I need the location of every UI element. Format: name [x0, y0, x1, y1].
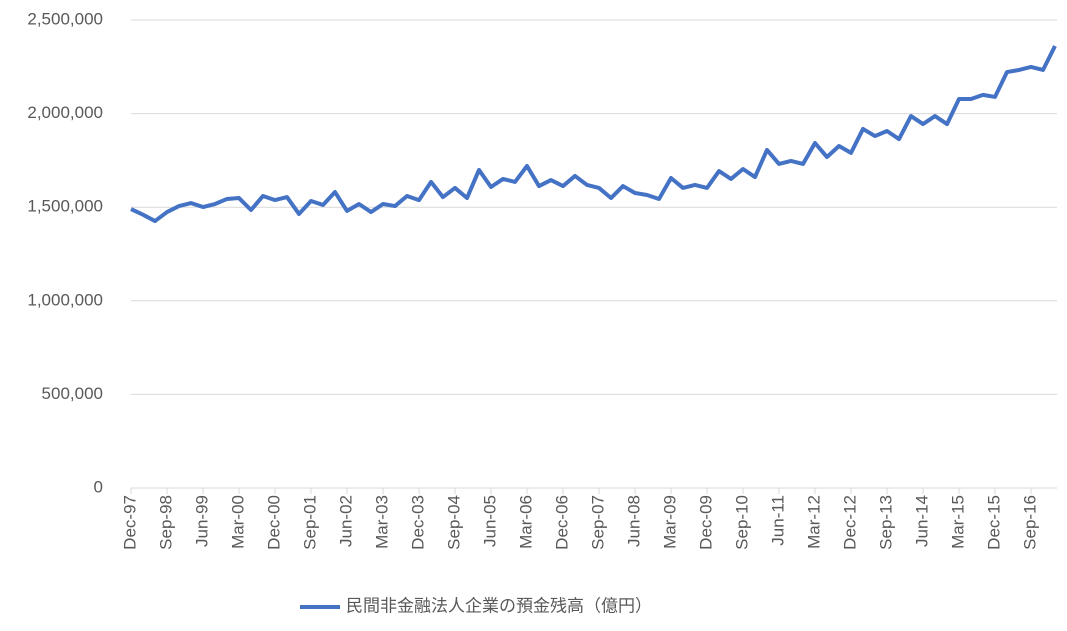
y-tick-label: 2,000,000 [27, 103, 103, 122]
x-tick-label: Dec-06 [552, 495, 571, 550]
y-tick-label: 1,500,000 [27, 197, 103, 216]
x-tick-label: Mar-00 [228, 495, 247, 549]
x-tick-label: Dec-09 [696, 495, 715, 550]
x-tick-label: Dec-00 [264, 495, 283, 550]
x-tick-label: Sep-13 [876, 495, 895, 550]
x-tick-label: Jun-99 [192, 495, 211, 547]
x-tick-label: Jun-14 [912, 495, 931, 547]
x-tick-label: Jun-05 [480, 495, 499, 547]
x-tick-label: Dec-15 [984, 495, 1003, 550]
legend-label: 民間非金融法人企業の預金残高（億円） [346, 596, 652, 615]
x-tick-label: Mar-09 [660, 495, 679, 549]
x-tick-label: Sep-07 [588, 495, 607, 550]
x-tick-label: Sep-01 [300, 495, 319, 550]
x-tick-label: Dec-97 [120, 495, 139, 550]
x-tick-label: Mar-15 [948, 495, 967, 549]
x-tick-label: Dec-03 [408, 495, 427, 550]
x-tick-label: Mar-06 [516, 495, 535, 549]
x-tick-label: Mar-12 [804, 495, 823, 549]
y-tick-label: 0 [94, 477, 103, 496]
y-tick-label: 2,500,000 [27, 9, 103, 28]
x-tick-label: Sep-16 [1020, 495, 1039, 550]
x-tick-label: Jun-08 [624, 495, 643, 547]
x-tick-label: Jun-11 [768, 495, 787, 546]
x-tick-label: Sep-04 [444, 495, 463, 550]
series-line [130, 45, 1057, 224]
y-tick-label: 500,000 [42, 384, 103, 403]
x-tick-label: Mar-03 [372, 495, 391, 549]
x-tick-label: Dec-12 [840, 495, 859, 550]
x-tick-label: Jun-02 [336, 495, 355, 547]
x-tick-label: Sep-98 [156, 495, 175, 550]
x-tick-label: Sep-10 [732, 495, 751, 550]
y-tick-label: 1,000,000 [27, 290, 103, 309]
